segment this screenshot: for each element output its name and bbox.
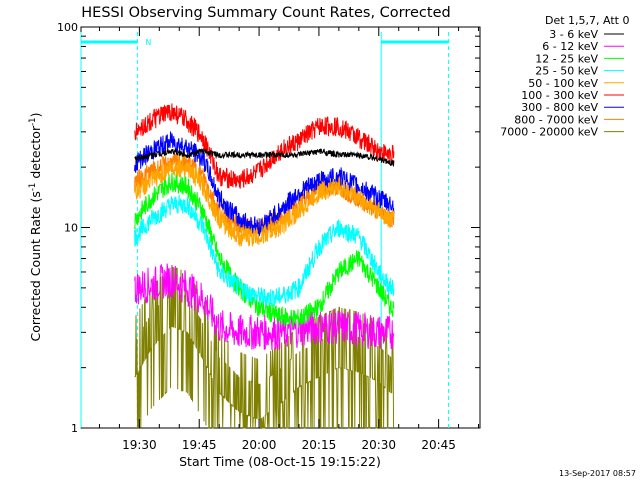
legend-label: 100 - 300 keV	[521, 89, 598, 102]
y-tick-label: 1	[71, 422, 78, 435]
x-tick-label: 19:45	[182, 438, 217, 452]
y-tick-label: 100	[57, 21, 78, 34]
series-6-12kev-trace	[134, 263, 395, 351]
night-marker-label: N	[145, 38, 151, 47]
ticks-layer: 1 10 100 19:30 19:45 20:00 20:15 20:30 20:45	[57, 21, 480, 452]
x-tick-label: 20:45	[421, 438, 456, 452]
legend-label: 800 - 7000 keV	[514, 113, 598, 126]
legend-label: 50 - 100 keV	[528, 77, 598, 90]
legend-label: 3 - 6 keV	[549, 28, 598, 41]
legend-label: 6 - 12 keV	[542, 40, 598, 53]
x-axis-label: Start Time (08-Oct-15 19:15:22)	[179, 454, 381, 469]
legend-label: 25 - 50 keV	[535, 65, 598, 78]
x-tick-label: 20:15	[302, 438, 337, 452]
series-100-300kev-trace	[134, 103, 395, 189]
chart-title: HESSI Observing Summary Count Rates, Cor…	[81, 5, 450, 21]
y-tick-label: 10	[64, 222, 78, 235]
series-7000-20000kev-trace	[134, 266, 395, 429]
x-tick-label: 19:30	[122, 438, 157, 452]
series-25-50kev-trace	[134, 194, 395, 308]
y-axis-label: Corrected Count Rate (s-1 detector-1)	[28, 113, 43, 342]
legend-label: 12 - 25 keV	[535, 52, 598, 65]
legend-label: 300 - 800 keV	[521, 101, 598, 114]
legend-title: Det 1,5,7, Att 0	[545, 14, 629, 27]
series-12-25kev-trace	[134, 172, 395, 328]
generation-timestamp: 13-Sep-2017 08:57	[559, 469, 636, 478]
series-50-100kev-trace	[134, 157, 395, 247]
legend-label: 7000 - 20000 keV	[500, 126, 598, 139]
x-tick-label: 20:00	[242, 438, 277, 452]
series-layer	[134, 103, 395, 429]
x-tick-label: 20:30	[361, 438, 396, 452]
series-3-6kev-trace	[134, 148, 395, 168]
